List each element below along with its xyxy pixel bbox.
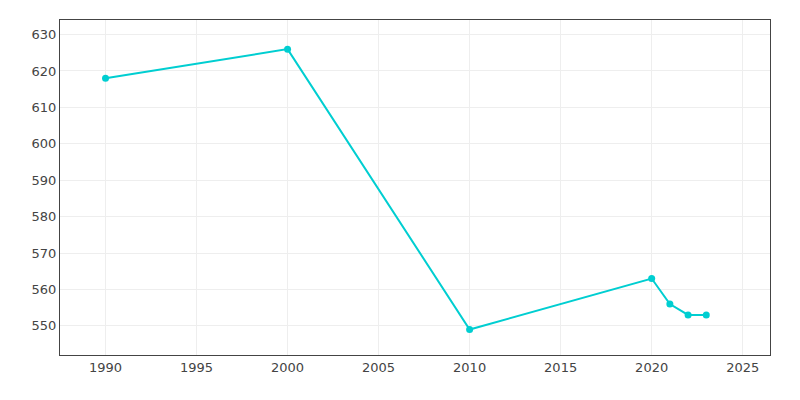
svg-text:620: 620 (32, 64, 57, 79)
svg-text:2025: 2025 (726, 360, 759, 375)
svg-text:2010: 2010 (453, 360, 486, 375)
svg-text:2000: 2000 (271, 360, 304, 375)
svg-text:2020: 2020 (635, 360, 668, 375)
svg-text:2005: 2005 (362, 360, 395, 375)
svg-text:590: 590 (32, 173, 57, 188)
svg-text:2015: 2015 (544, 360, 577, 375)
svg-text:610: 610 (32, 100, 57, 115)
svg-text:1990: 1990 (89, 360, 122, 375)
svg-text:550: 550 (32, 318, 57, 333)
svg-text:570: 570 (32, 246, 57, 261)
svg-text:560: 560 (32, 282, 57, 297)
svg-text:630: 630 (32, 27, 57, 42)
svg-text:600: 600 (32, 136, 57, 151)
svg-text:580: 580 (32, 209, 57, 224)
svg-text:1995: 1995 (180, 360, 213, 375)
